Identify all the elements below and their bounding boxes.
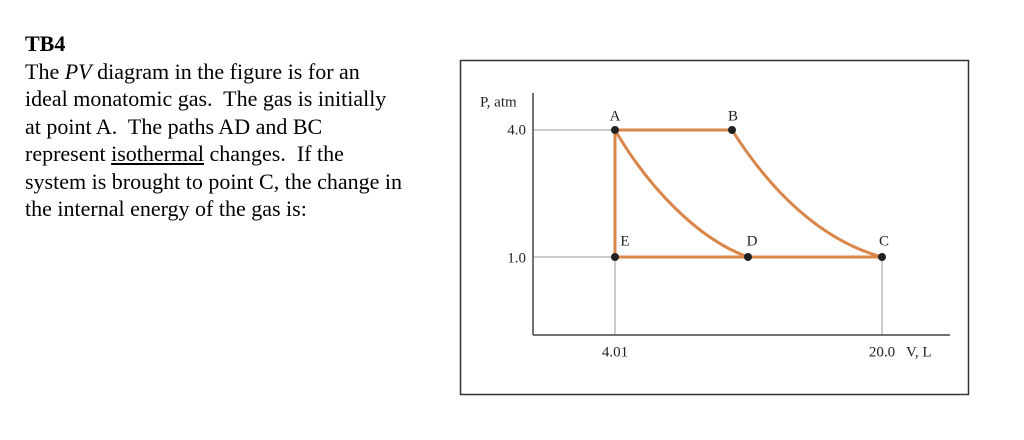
text-line: ideal monatomic gas. The gas is initiall… [25,85,402,113]
text-segment: changes. If the [204,141,344,166]
text-segment: PV [64,58,92,84]
guide-lines [533,129,883,335]
question-title: TB4 [25,31,66,56]
point-b [728,126,736,134]
figure-frame [459,59,970,396]
isotherm-bc [730,129,883,259]
question: TB4 The PV diagram in the figure is for … [25,30,402,223]
point-label: B [728,108,738,124]
y-tick-label: 4.0 [507,122,526,138]
text-line: at point A. The paths AD and BC [25,113,402,141]
text-line: represent isothermal changes. If the [25,140,402,168]
text-line: The PV diagram in the figure is for an [25,58,402,86]
point-c [878,253,886,261]
point-e [611,253,619,261]
text-segment: system is brought to point C, the change… [25,168,403,194]
point-a [611,126,619,134]
points [611,126,886,261]
point-label: C [879,233,889,249]
text-segment: at point A. The paths AD and BC [25,113,323,139]
point-label: A [610,108,621,124]
y-axis-label: P, atm [480,94,517,110]
x-tick-label: 4.01 [602,344,628,360]
axes [532,93,950,336]
text-segment: The [25,58,65,84]
y-tick-label: 1.0 [507,250,526,266]
text-segment: diagram in the figure is for an [91,58,360,84]
text-segment: isothermal [111,141,204,166]
x-tick-label: 20.0 [869,344,895,360]
text-segment: the internal energy of the gas is: [25,196,307,221]
isotherm-ad [613,129,749,259]
text-segment: ideal monatomic gas. The gas is initiall… [25,86,387,111]
point-label: D [747,233,758,249]
question-body: The PV diagram in the figure is for an id… [25,58,402,223]
text-line: the internal energy of the gas is: [25,195,402,223]
text-segment: represent [25,141,112,166]
text-line: system is brought to point C, the change… [25,168,402,196]
x-axis-label: V, L [906,344,932,360]
point-label: E [620,233,629,249]
point-d [744,253,752,261]
